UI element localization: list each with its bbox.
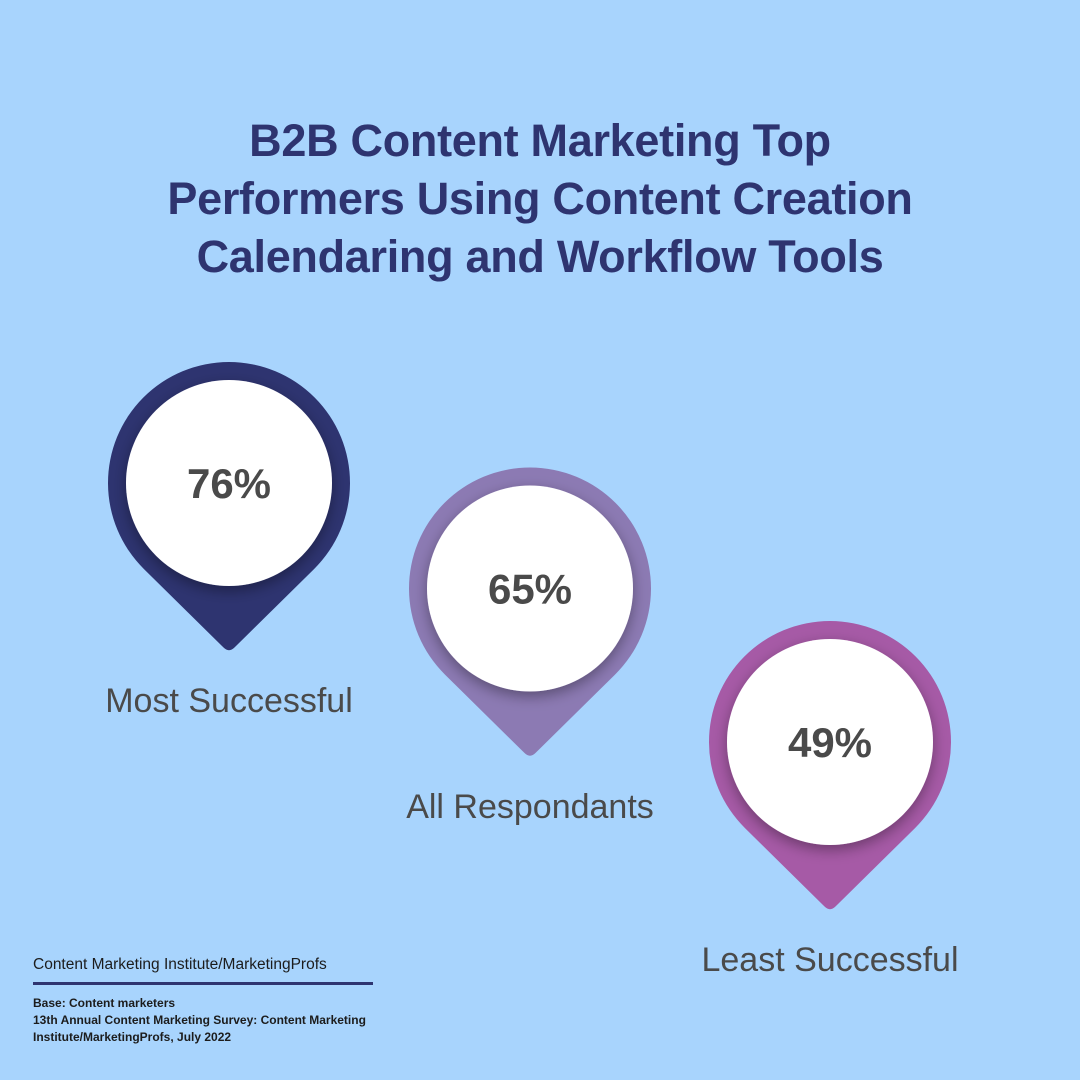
title-line: B2B Content Marketing Top	[249, 115, 831, 166]
title-line: Calendaring and Workflow Tools	[196, 231, 884, 282]
data-label: 65%	[488, 566, 572, 613]
source-name: Content Marketing Institute/MarketingPro…	[33, 956, 327, 973]
pin-marker: 65%	[409, 467, 651, 756]
source-notes: Base: Content marketers 13th Annual Cont…	[33, 995, 413, 1046]
pin-circle	[727, 639, 933, 845]
source-note: Institute/MarketingProfs, July 2022	[33, 1030, 232, 1044]
source-note: Base: Content marketers	[33, 996, 176, 1010]
pin-marker: 76%	[107, 361, 350, 651]
chart-title: B2B Content Marketing Top Performers Usi…	[90, 112, 990, 286]
pin-circle	[126, 380, 332, 586]
pins-group: 76% 65% 49%	[107, 361, 951, 910]
source-note: 13th Annual Content Marketing Survey: Co…	[33, 1013, 366, 1027]
data-label: 76%	[187, 460, 271, 507]
category-label: Most Successful	[105, 682, 353, 720]
source-divider	[33, 982, 373, 985]
pin-marker: 49%	[708, 620, 951, 910]
source-block: Content Marketing Institute/MarketingPro…	[33, 955, 413, 1046]
pin-circle	[427, 485, 633, 692]
data-label: 49%	[788, 719, 872, 766]
category-label: Least Successful	[701, 941, 959, 979]
category-label: All Respondants	[406, 787, 654, 826]
title-line: Performers Using Content Creation	[167, 173, 913, 224]
